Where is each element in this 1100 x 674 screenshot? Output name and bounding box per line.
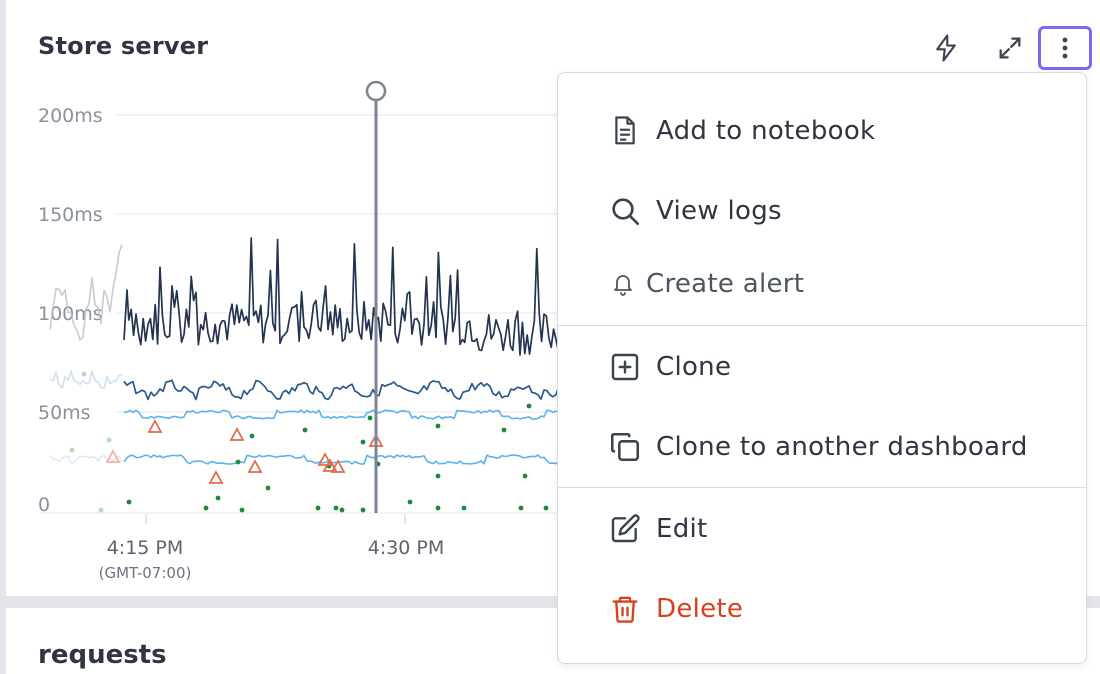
y-tick-label: 50ms (38, 402, 91, 424)
series-line-p90 (123, 379, 563, 401)
series-line-faded (49, 244, 123, 341)
event-dot (126, 499, 132, 505)
event-dot (98, 507, 104, 513)
anomaly-marker (330, 459, 346, 473)
event-dot (265, 485, 271, 491)
menu-item-edit[interactable]: Edit (558, 501, 1086, 557)
anomaly-marker (208, 470, 224, 484)
y-tick-label: 0 (38, 494, 50, 516)
menu-item-delete[interactable]: Delete (558, 581, 1086, 637)
anomaly-marker (229, 427, 245, 441)
panel-options-menu: Add to notebook View logs Create alert C… (557, 72, 1087, 664)
event-dot (360, 507, 366, 513)
menu-item-create-alert[interactable]: Create alert (558, 256, 1086, 312)
more-options-button[interactable] (1038, 26, 1092, 70)
event-dot (81, 371, 87, 377)
menu-item-clone-to-dashboard[interactable]: Clone to another dashboard (558, 419, 1086, 475)
menu-item-label: Delete (656, 594, 744, 624)
event-dot (106, 437, 112, 443)
series-layer (49, 237, 563, 465)
event-dot (367, 415, 373, 421)
x-tick-label: 4:30 PM (368, 537, 445, 559)
event-dot (69, 447, 75, 453)
anomaly-marker (147, 419, 163, 433)
event-dot (360, 439, 366, 445)
bell-icon (606, 267, 640, 301)
anomaly-marker (105, 449, 121, 463)
series-line-p75 (123, 409, 563, 420)
event-dot (435, 505, 441, 511)
event-dot (249, 433, 255, 439)
menu-item-label: Create alert (646, 269, 805, 299)
series-line-faded (49, 454, 123, 464)
anomaly-marker (317, 452, 333, 466)
panel-title: Store server (38, 32, 209, 60)
event-dot (315, 505, 321, 511)
y-tick-label: 100ms (38, 303, 103, 325)
menu-item-label: Edit (656, 514, 708, 544)
event-dot (461, 505, 467, 511)
anomaly-marker (247, 459, 263, 473)
series-line-p50 (123, 454, 563, 465)
more-vertical-icon (1062, 37, 1068, 59)
event-dot (235, 459, 241, 465)
hover-cursor-handle[interactable] (365, 80, 387, 102)
menu-item-label: Add to notebook (656, 116, 876, 146)
lightning-icon[interactable] (928, 30, 964, 66)
event-dot (543, 505, 549, 511)
event-dot (333, 505, 339, 511)
marker-layer (69, 371, 565, 513)
notebook-icon (608, 114, 642, 148)
event-dot (518, 505, 524, 511)
expand-icon[interactable] (992, 30, 1028, 66)
y-tick-label: 150ms (38, 204, 103, 226)
event-dot (435, 423, 441, 429)
event-dot (239, 507, 245, 513)
event-dot (339, 507, 345, 513)
event-dot (435, 473, 441, 479)
panel-title: requests (38, 640, 167, 670)
timeseries-chart[interactable]: 200ms 150ms 100ms 50ms 0 4:15 PM (GMT-07… (6, 0, 566, 596)
menu-item-add-to-notebook[interactable]: Add to notebook (558, 103, 1086, 159)
edit-icon (608, 512, 642, 546)
series-line-faded (49, 370, 123, 390)
menu-divider (558, 487, 1086, 488)
x-tick-label: 4:15 PM (107, 537, 184, 559)
y-tick-label: 200ms (38, 105, 103, 127)
menu-divider (558, 325, 1086, 326)
event-dot (203, 505, 209, 511)
trash-icon (608, 592, 642, 626)
search-icon (608, 194, 642, 228)
event-dot (522, 473, 528, 479)
plus-square-icon (608, 350, 642, 384)
menu-item-label: View logs (656, 196, 782, 226)
event-dot (407, 499, 413, 505)
menu-item-label: Clone (656, 352, 732, 382)
menu-item-clone[interactable]: Clone (558, 339, 1086, 395)
timezone-label: (GMT-07:00) (99, 564, 192, 582)
event-dot (501, 427, 507, 433)
series-line-p99 (123, 237, 562, 356)
menu-item-label: Clone to another dashboard (656, 432, 1028, 462)
anomaly-marker (322, 458, 338, 472)
copy-icon (608, 430, 642, 464)
event-dot (526, 403, 532, 409)
event-dot (302, 427, 308, 433)
event-dot (215, 495, 221, 501)
menu-item-view-logs[interactable]: View logs (558, 183, 1086, 239)
